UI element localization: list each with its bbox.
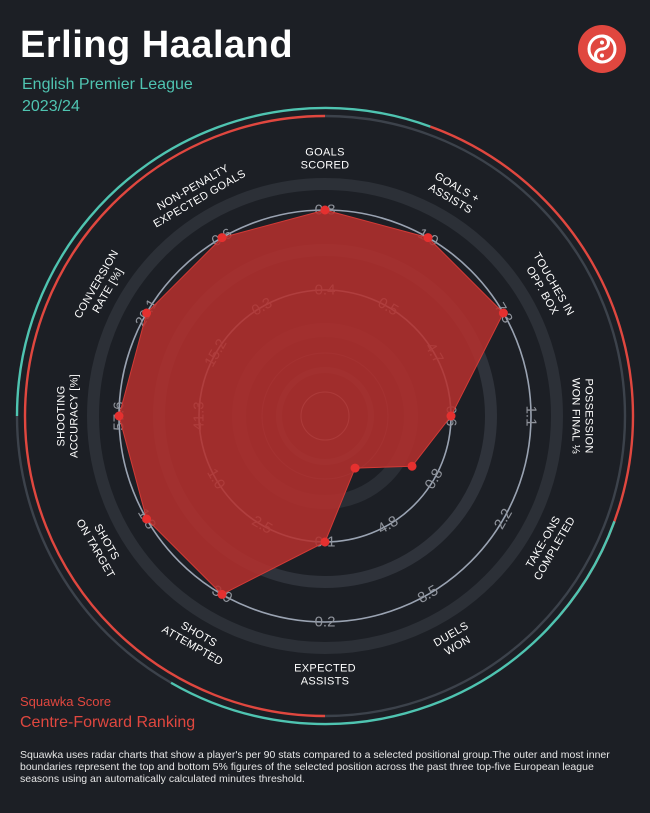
axis-label: DUELSWON: [432, 620, 478, 661]
footnote: Squawka uses radar charts that show a pl…: [20, 749, 610, 785]
svg-text:CONVERSIONRATE [%]: CONVERSIONRATE [%]: [72, 248, 132, 327]
tick-label: 0.2: [315, 614, 336, 631]
radar-points: [114, 205, 508, 599]
outer-arc-teal-left: [15, 106, 431, 417]
ranking-label: Centre-Forward Ranking: [20, 714, 196, 731]
season-label: 2023/24: [22, 98, 80, 115]
outer-arc-red: [23, 114, 326, 718]
radar-point: [423, 233, 433, 243]
tick-label: 0.8: [422, 466, 447, 493]
radar-point: [114, 411, 124, 421]
radar-point: [142, 514, 152, 524]
radar-ring: [87, 178, 563, 654]
squawka-logo-icon: [578, 25, 626, 73]
axis-label: CONVERSIONRATE [%]: [72, 248, 132, 327]
radar-point: [320, 205, 330, 215]
axis-label: POSSESSIONWON FINAL ⅓: [570, 378, 595, 454]
axis-label: EXPECTED ASSISTS: [294, 663, 356, 688]
radar-point: [498, 308, 508, 318]
squawka-score-label: Squawka Score: [20, 694, 112, 709]
tick-label: 4.8: [375, 513, 402, 538]
radar-point: [446, 411, 456, 421]
radar-point: [142, 308, 152, 318]
radar-point: [407, 461, 417, 471]
player-name: Erling Haaland: [20, 24, 294, 66]
radar-point: [350, 463, 360, 473]
svg-text:SHOOTINGACCURACY [%]: SHOOTINGACCURACY [%]: [56, 374, 81, 458]
tick-label: 1.1: [523, 406, 540, 427]
radar-point: [217, 589, 227, 599]
axis-label: GOALS SCORED: [301, 147, 350, 172]
outer-arc-grey-bottom: [15, 415, 172, 684]
axis-label: SHOOTINGACCURACY [%]: [56, 374, 81, 458]
outer-arc-grey: [324, 114, 627, 718]
league-name: English Premier League: [22, 76, 193, 93]
radar-point: [320, 537, 330, 547]
tick-label: 2.2: [491, 506, 516, 533]
svg-text:POSSESSIONWON FINAL ⅓: POSSESSIONWON FINAL ⅓: [570, 378, 595, 454]
tick-label: 8.5: [415, 582, 442, 607]
radar-point: [217, 233, 227, 243]
svg-text:DUELSWON: DUELSWON: [432, 620, 478, 661]
outer-arc-teal-right: [170, 520, 616, 726]
